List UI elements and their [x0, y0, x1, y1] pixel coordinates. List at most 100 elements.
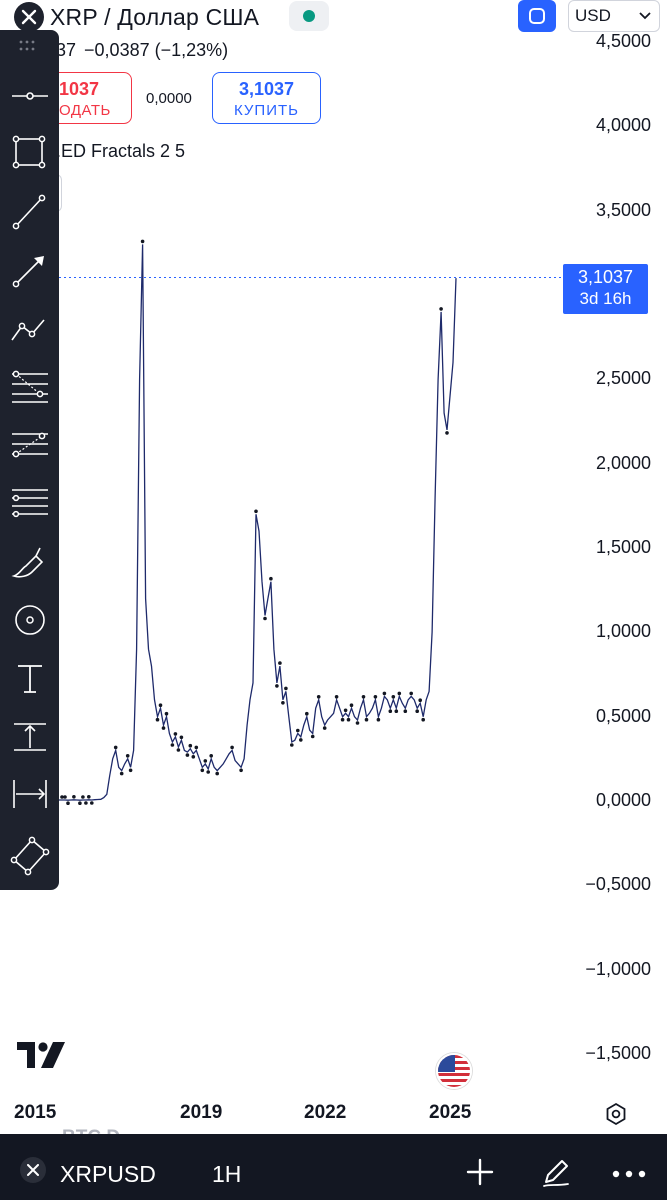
polygon-icon	[10, 836, 50, 876]
price-axis-tick: −1,5000	[585, 1043, 651, 1063]
fractal-down-marker	[66, 801, 70, 805]
fractal-up-marker	[203, 759, 208, 763]
fractal-up-marker	[140, 239, 145, 244]
price-axis-tick: −1,0000	[585, 958, 651, 979]
price-axis-tick: 3,5000	[595, 199, 651, 220]
fractal-up-marker	[316, 695, 321, 699]
fractal-down-marker	[340, 717, 345, 722]
time-axis-tick: 2022	[304, 1102, 347, 1123]
price-chart[interactable]	[0, 0, 667, 1134]
buy-label: КУПИТЬ	[233, 102, 299, 119]
fractal-down-marker	[445, 431, 449, 435]
fractal-up-marker	[81, 795, 85, 799]
sell-price: 1037	[59, 79, 100, 99]
text-icon	[18, 665, 42, 693]
tool-polygon[interactable]	[0, 828, 59, 880]
tool-price-range[interactable]	[0, 710, 59, 762]
fractal-down-marker	[185, 753, 190, 757]
indicator-legend[interactable]: K.ED Fractals 2 5	[44, 141, 186, 161]
symbol-title[interactable]: XRP / Доллар США	[50, 4, 260, 30]
path-icon	[11, 319, 45, 341]
fractal-down-marker	[215, 771, 219, 776]
fractal-down-marker	[415, 709, 420, 713]
fractal-up-marker	[361, 695, 366, 699]
fractal-down-marker	[191, 755, 196, 759]
bottom-toolbar: XRPUSD 1H	[0, 1134, 667, 1200]
chevron-down-icon	[639, 12, 651, 20]
symbol-logo-icon[interactable]	[20, 1157, 46, 1183]
buy-button[interactable]: 3,1037 КУПИТЬ	[212, 72, 321, 124]
drag-handle-icon[interactable]	[19, 40, 39, 52]
date-range-icon	[13, 780, 47, 808]
fractal-down-marker	[310, 734, 315, 739]
price-range-icon	[14, 723, 46, 751]
fractal-down-marker	[161, 726, 166, 730]
chart-settings-icon[interactable]	[604, 1102, 628, 1126]
fractal-down-marker	[290, 743, 294, 747]
tool-arrow[interactable]	[0, 244, 59, 296]
tool-text[interactable]	[0, 652, 59, 704]
fractal-up-marker	[382, 691, 387, 696]
tool-fib-retracement[interactable]	[0, 360, 59, 412]
fractal-down-marker	[128, 768, 133, 773]
fractal-down-marker	[299, 738, 303, 742]
sell-label: ОДАТЬ	[59, 102, 111, 119]
price-axis-tick: 4,0000	[595, 115, 651, 136]
more-icon[interactable]	[612, 1170, 646, 1178]
tool-pitchfork[interactable]	[0, 476, 59, 528]
symbol-logo-icon[interactable]	[14, 2, 44, 32]
market-status-badge[interactable]	[289, 1, 329, 31]
fractal-up-marker	[209, 754, 213, 758]
tool-trend-line[interactable]	[0, 186, 59, 238]
ohlc-legend: 37 −0,0387 (−1,23%)	[56, 40, 228, 61]
fractal-up-marker	[269, 576, 273, 581]
fractal-up-marker	[188, 743, 193, 748]
interval-button[interactable]: 1H	[212, 1161, 242, 1187]
tool-date-range[interactable]	[0, 768, 59, 820]
fractal-up-marker	[63, 795, 67, 799]
rectangle-icon	[12, 135, 46, 169]
time-axis-tick: 2015	[14, 1102, 57, 1123]
fractal-down-marker	[388, 709, 393, 713]
tool-fib-extension[interactable]	[0, 418, 59, 470]
fractal-up-marker	[439, 307, 443, 311]
price-axis-tick: 1,5000	[595, 537, 651, 557]
tool-horizontal-line[interactable]	[0, 70, 59, 122]
tool-rectangle[interactable]	[0, 127, 59, 179]
market-open-icon	[303, 10, 315, 22]
fractal-down-marker	[90, 801, 94, 805]
tradingview-logo-icon[interactable]	[17, 1042, 67, 1070]
fractal-up-marker	[349, 703, 354, 707]
tool-brush[interactable]	[0, 536, 59, 588]
buy-price: 3,1037	[238, 79, 295, 99]
symbol-search-button[interactable]: XRPUSD	[60, 1161, 156, 1187]
fractal-up-marker	[164, 711, 169, 716]
fractal-up-marker	[296, 728, 300, 733]
drawing-toolbar	[0, 30, 59, 890]
fractal-down-marker	[403, 709, 408, 713]
price-axis-tick: 0,5000	[595, 705, 651, 726]
chart-header: XRP / Доллар США USD	[0, 0, 667, 40]
fractal-up-marker	[87, 795, 91, 799]
ohlc-value: 37	[56, 40, 77, 60]
fullscreen-button[interactable]	[518, 0, 556, 32]
add-icon[interactable]	[466, 1158, 494, 1186]
fractal-up-marker	[391, 695, 396, 699]
tool-circle[interactable]	[0, 594, 59, 646]
fractal-up-marker	[409, 691, 414, 696]
us-flag-icon[interactable]	[436, 1053, 472, 1089]
fractal-down-marker	[170, 743, 175, 747]
spread-value: 0,0000	[146, 90, 192, 107]
fib-retracement-icon	[12, 370, 48, 403]
price-axis-tick: 1,0000	[595, 621, 651, 642]
price-axis-tick: 4,5000	[595, 31, 651, 51]
arrow-icon	[12, 256, 44, 288]
fractal-down-marker	[206, 770, 210, 774]
drawing-tools-icon[interactable]	[540, 1156, 572, 1188]
fractal-markers	[60, 239, 449, 805]
price-change: −0,0387 (−1,23%)	[84, 40, 229, 60]
circle-icon	[15, 605, 45, 635]
parallel-lines-icon	[12, 489, 48, 518]
tool-path[interactable]	[0, 302, 59, 354]
currency-select[interactable]: USD	[568, 0, 660, 32]
